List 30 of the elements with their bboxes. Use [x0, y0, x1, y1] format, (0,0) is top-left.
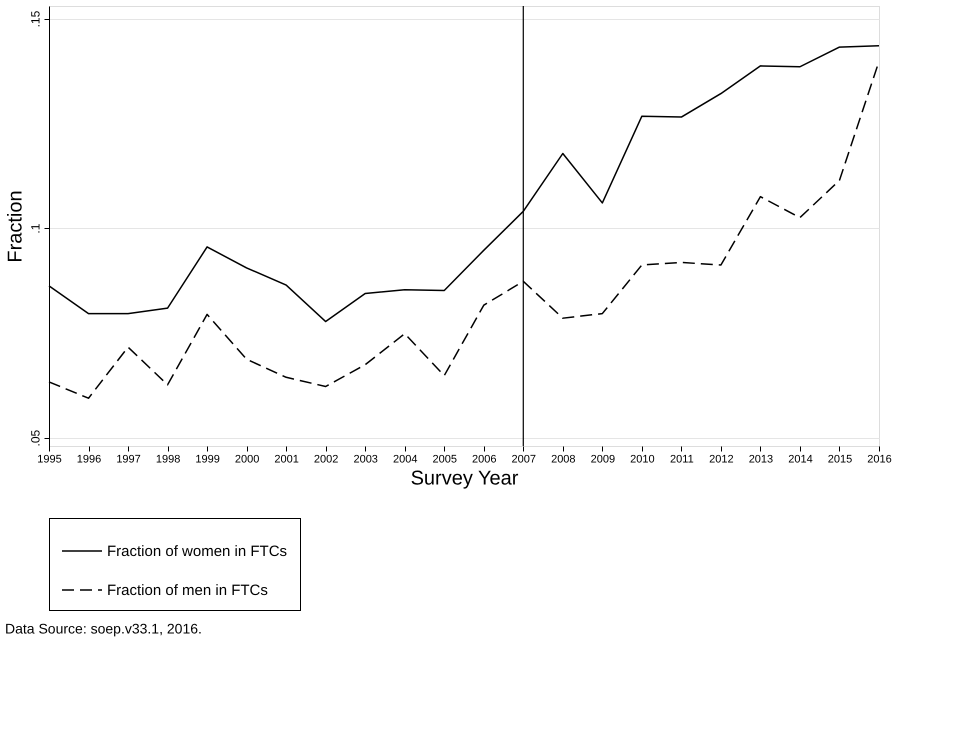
x-tick-label: 2009: [590, 454, 616, 466]
x-tick-label: 2012: [709, 454, 734, 466]
x-tick-label: 1998: [156, 454, 180, 466]
y-tick-label: .15: [28, 10, 42, 28]
x-tick-label: 2007: [512, 454, 536, 466]
x-tick-label: 2001: [274, 454, 299, 466]
x-tick-label: 2000: [234, 454, 260, 466]
x-tick-label: 2014: [788, 454, 813, 466]
x-tick-label: 1996: [76, 454, 102, 466]
x-axis-title: Survey Year: [410, 468, 519, 490]
x-tick-label: 2016: [867, 454, 892, 466]
x-tick-label: 2004: [392, 454, 418, 466]
x-tick-label: 2003: [353, 454, 378, 466]
y-tick-label: .1: [28, 223, 42, 234]
x-tick-label: 1995: [37, 454, 62, 466]
x-tick-label: 2006: [472, 454, 497, 466]
y-axis-title: Fraction: [4, 190, 26, 263]
x-tick-label: 1999: [195, 454, 220, 466]
y-tick-label: .05: [28, 429, 42, 446]
x-tick-label: 2011: [670, 454, 694, 466]
x-tick-label: 2002: [314, 454, 338, 466]
legend-label: Fraction of women in FTCs: [107, 543, 288, 560]
legend-label: Fraction of men in FTCs: [107, 582, 268, 599]
x-tick-label: 1997: [116, 454, 141, 466]
x-tick-label: 2005: [432, 454, 457, 466]
x-tick-label: 2008: [551, 454, 576, 466]
x-tick-label: 2010: [630, 454, 655, 466]
x-tick-label: 2013: [748, 454, 774, 466]
source-note: Data Source: soep.v33.1, 2016.: [5, 620, 202, 636]
x-tick-label: 2015: [828, 454, 852, 466]
